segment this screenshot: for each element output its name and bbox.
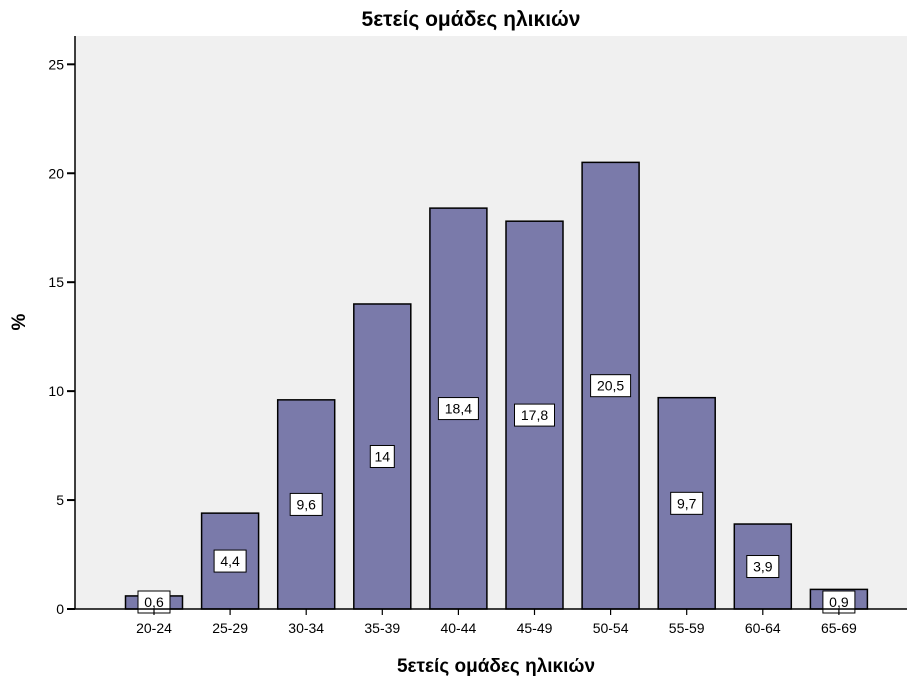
data-label-box <box>213 549 247 573</box>
x-axis: 20-24 25-29 30-34 35-39 40-44 45-49 50-54 55-59… <box>75 608 907 636</box>
y-tick-label: 25 <box>48 56 64 72</box>
x-tick-label: 55-59 <box>669 620 705 636</box>
x-tick-label: 25-29 <box>212 620 248 636</box>
y-tick-label: 10 <box>48 383 64 399</box>
data-label: 18,4 <box>445 401 472 417</box>
data-label-box <box>437 397 479 421</box>
y-tick-label: 5 <box>56 492 64 508</box>
x-tick-label: 45-49 <box>517 620 553 636</box>
y-tick-label: 0 <box>56 601 64 617</box>
data-label: 0,9 <box>829 594 849 610</box>
x-tick-label: 35-39 <box>364 620 400 636</box>
data-label: 20,5 <box>597 378 624 394</box>
x-tick-label: 30-34 <box>288 620 324 636</box>
data-label: 17,8 <box>521 407 548 423</box>
x-tick-label: 50-54 <box>593 620 629 636</box>
y-tick-label: 15 <box>48 274 64 290</box>
data-label-box <box>289 492 323 516</box>
data-label: 4,4 <box>220 553 240 569</box>
x-tick-label: 60-64 <box>745 620 781 636</box>
y-axis-title: % <box>9 313 30 330</box>
x-tick-label: 40-44 <box>440 620 476 636</box>
x-axis-title: 5ετείς ομάδες ηλικιών <box>397 656 595 677</box>
data-label: 9,6 <box>296 496 316 512</box>
data-label-box <box>590 374 632 398</box>
data-label-box <box>670 491 704 515</box>
chart-title: 5ετείς ομάδες ηλικιών <box>362 8 581 31</box>
y-tick-label: 20 <box>48 165 64 181</box>
data-label: 14 <box>375 448 391 464</box>
x-tick-label: 20-24 <box>136 620 172 636</box>
plot-area <box>75 36 907 609</box>
data-label-box <box>369 444 395 468</box>
data-label: 0,6 <box>144 594 164 610</box>
data-label: 9,7 <box>677 495 697 511</box>
x-tick-label: 65-69 <box>821 620 857 636</box>
data-label-box <box>746 555 780 579</box>
y-axis: 0 5 10 15 20 25 <box>48 36 76 617</box>
data-label: 3,9 <box>753 559 773 575</box>
data-label-box <box>514 403 555 427</box>
